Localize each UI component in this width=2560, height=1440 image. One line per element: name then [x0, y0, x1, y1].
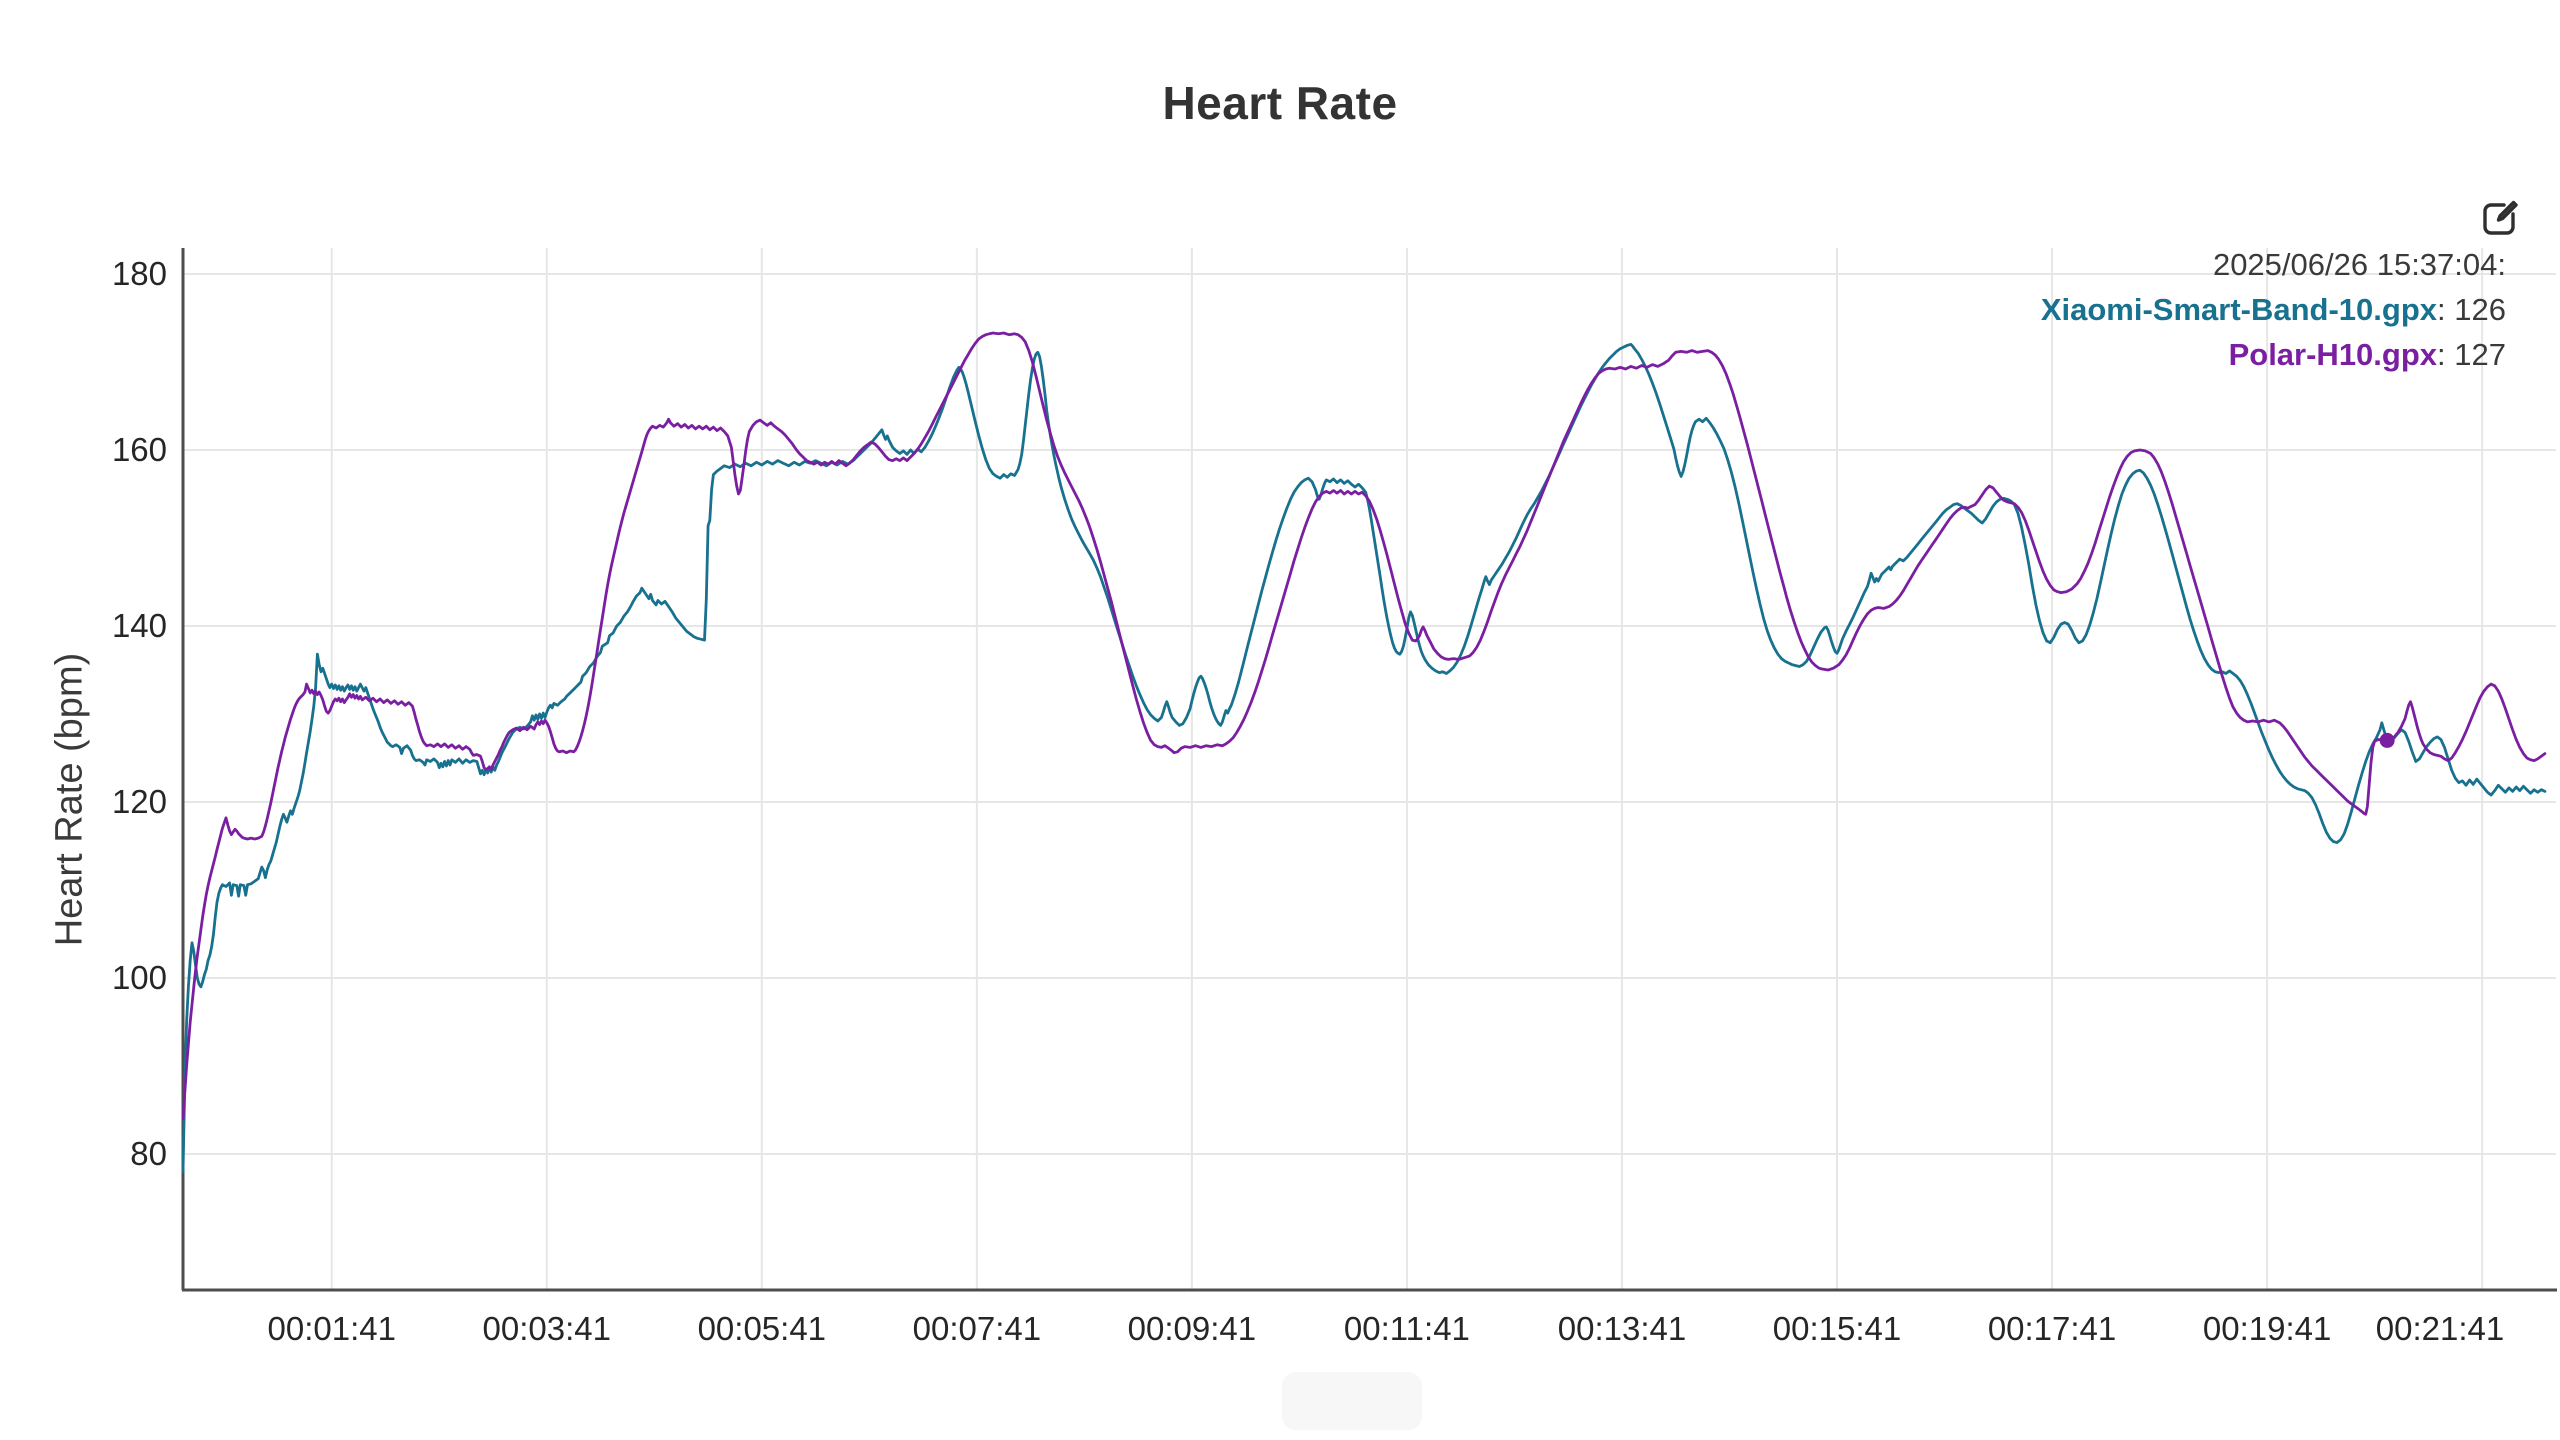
- x-tick-label: 00:09:41: [1127, 1310, 1257, 1347]
- y-tick-label: 100: [111, 959, 167, 996]
- tooltip-separator: :: [2437, 292, 2455, 327]
- edit-button[interactable]: [2480, 198, 2520, 238]
- page-title: Heart Rate: [1162, 77, 1398, 129]
- x-tick-label: 00:13:41: [1557, 1310, 1687, 1347]
- y-tick-label: 160: [111, 431, 167, 468]
- y-tick-label: 180: [111, 255, 167, 292]
- x-tick-label: 00:19:41: [2202, 1310, 2332, 1347]
- cursor-tooltip: 2025/06/26 15:37:04: Xiaomi-Smart-Band-1…: [2041, 242, 2506, 377]
- tooltip-separator: :: [2437, 337, 2455, 372]
- y-tick-label: 120: [111, 783, 167, 820]
- x-tick-label: 00:15:41: [1772, 1310, 1902, 1347]
- tooltip-series-name: Polar-H10.gpx: [2228, 337, 2438, 372]
- x-tick-label: 00:21:41: [2375, 1310, 2505, 1347]
- x-tick-label: 00:11:41: [1343, 1310, 1470, 1347]
- tooltip-row-xiaomi: Xiaomi-Smart-Band-10.gpx: 126: [2041, 287, 2506, 332]
- edit-icon: [2483, 200, 2518, 235]
- tooltip-series-value: 127: [2454, 337, 2506, 372]
- tooltip-series-value: 126: [2454, 292, 2506, 327]
- watermark: [1282, 1372, 1422, 1430]
- y-tick-label: 80: [130, 1135, 167, 1172]
- y-tick-label: 140: [111, 607, 167, 644]
- tooltip-timestamp: 2025/06/26 15:37:04:: [2212, 247, 2506, 282]
- x-tick-label: 00:17:41: [1987, 1310, 2117, 1347]
- cursor-dot: [2379, 732, 2395, 748]
- series-line-polar: [181, 331, 2547, 1121]
- tooltip-series-name: Xiaomi-Smart-Band-10.gpx: [2040, 292, 2438, 327]
- x-tick-label: 00:05:41: [697, 1310, 827, 1347]
- x-tick-label: 00:03:41: [482, 1310, 611, 1347]
- series-line-xiaomi: [181, 342, 2547, 1173]
- x-tick-label: 00:01:41: [267, 1310, 396, 1347]
- x-tick-label: 00:07:41: [912, 1310, 1042, 1347]
- tooltip-row-polar: Polar-H10.gpx: 127: [2041, 332, 2506, 377]
